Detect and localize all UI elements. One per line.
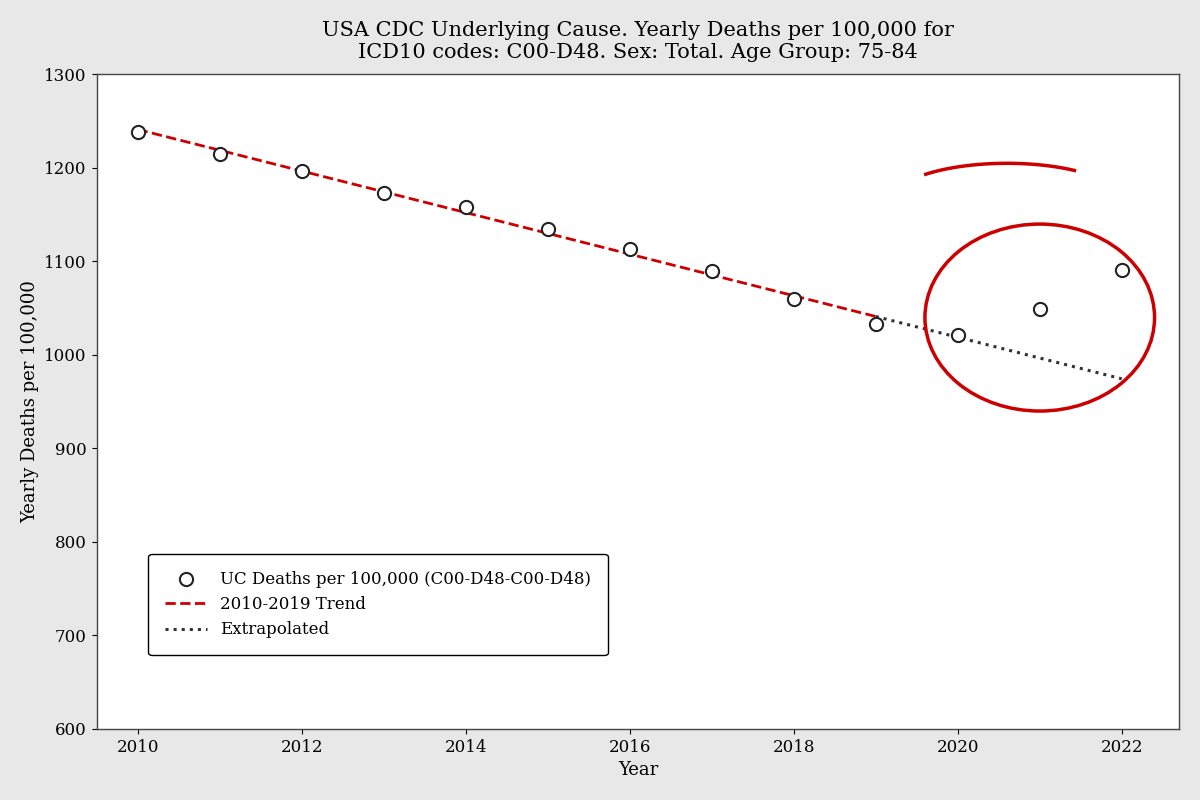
UC Deaths per 100,000 (C00-D48-C00-D48) [456, 201, 475, 214]
Extrapolated [1015, 349, 1030, 358]
2010-2019 Trend [832, 302, 846, 312]
Line: Extrapolated: Extrapolated [876, 317, 1122, 379]
UC Deaths per 100,000 (C00-D48-C00-D48) [292, 164, 311, 177]
Extrapolated [1094, 369, 1109, 378]
UC Deaths per 100,000 (C00-D48-C00-D48) [1030, 302, 1049, 315]
UC Deaths per 100,000 (C00-D48-C00-D48) [948, 329, 967, 342]
2010-2019 Trend [175, 136, 190, 146]
Extrapolated [916, 324, 930, 334]
UC Deaths per 100,000 (C00-D48-C00-D48) [784, 293, 803, 306]
Extrapolated [1102, 371, 1116, 381]
UC Deaths per 100,000 (C00-D48-C00-D48) [866, 318, 886, 330]
2010-2019 Trend [326, 174, 341, 184]
UC Deaths per 100,000 (C00-D48-C00-D48) [128, 126, 148, 139]
UC Deaths per 100,000 (C00-D48-C00-D48) [620, 243, 640, 256]
2010-2019 Trend [131, 125, 145, 134]
Extrapolated [925, 326, 940, 336]
2010-2019 Trend [805, 296, 820, 306]
Extrapolated [869, 312, 883, 322]
Line: 2010-2019 Trend: 2010-2019 Trend [138, 130, 876, 317]
UC Deaths per 100,000 (C00-D48-C00-D48) [538, 222, 557, 235]
UC Deaths per 100,000 (C00-D48-C00-D48) [702, 265, 721, 278]
2010-2019 Trend [268, 159, 282, 169]
UC Deaths per 100,000 (C00-D48-C00-D48) [1112, 263, 1132, 276]
Title: USA CDC Underlying Cause. Yearly Deaths per 100,000 for
ICD10 codes: C00-D48. Se: USA CDC Underlying Cause. Yearly Deaths … [322, 21, 954, 62]
2010-2019 Trend [160, 132, 174, 142]
X-axis label: Year: Year [618, 761, 658, 779]
Extrapolated [1115, 374, 1129, 384]
UC Deaths per 100,000 (C00-D48-C00-D48) [210, 147, 229, 160]
2010-2019 Trend [869, 312, 883, 322]
Y-axis label: Yearly Deaths per 100,000: Yearly Deaths per 100,000 [20, 280, 38, 523]
Extrapolated [995, 344, 1009, 354]
Legend: UC Deaths per 100,000 (C00-D48-C00-D48), 2010-2019 Trend, Extrapolated: UC Deaths per 100,000 (C00-D48-C00-D48),… [149, 554, 607, 655]
UC Deaths per 100,000 (C00-D48-C00-D48) [374, 187, 394, 200]
